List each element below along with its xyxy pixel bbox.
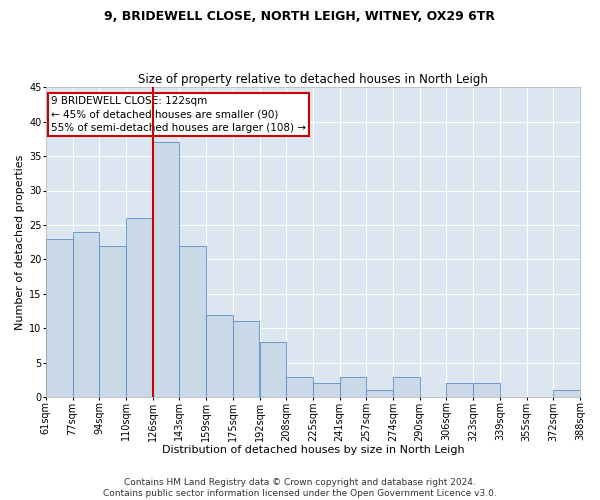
Bar [46,238,73,397]
Bar [367,390,393,397]
Bar [393,376,420,397]
Text: 9, BRIDEWELL CLOSE, NORTH LEIGH, WITNEY, OX29 6TR: 9, BRIDEWELL CLOSE, NORTH LEIGH, WITNEY,… [104,10,496,23]
Bar [152,142,179,397]
Bar [340,376,367,397]
Bar [99,246,126,397]
Bar [206,314,233,397]
Bar [126,218,152,397]
Bar [286,376,313,397]
Title: Size of property relative to detached houses in North Leigh: Size of property relative to detached ho… [138,73,488,86]
Text: 9 BRIDEWELL CLOSE: 122sqm
← 45% of detached houses are smaller (90)
55% of semi-: 9 BRIDEWELL CLOSE: 122sqm ← 45% of detac… [51,96,306,133]
X-axis label: Distribution of detached houses by size in North Leigh: Distribution of detached houses by size … [161,445,464,455]
Bar [446,384,473,397]
Bar [233,322,259,397]
Y-axis label: Number of detached properties: Number of detached properties [15,154,25,330]
Bar [313,384,340,397]
Bar [179,246,206,397]
Bar [473,384,500,397]
Bar [260,342,286,397]
Text: Contains HM Land Registry data © Crown copyright and database right 2024.
Contai: Contains HM Land Registry data © Crown c… [103,478,497,498]
Bar [73,232,99,397]
Bar [553,390,580,397]
